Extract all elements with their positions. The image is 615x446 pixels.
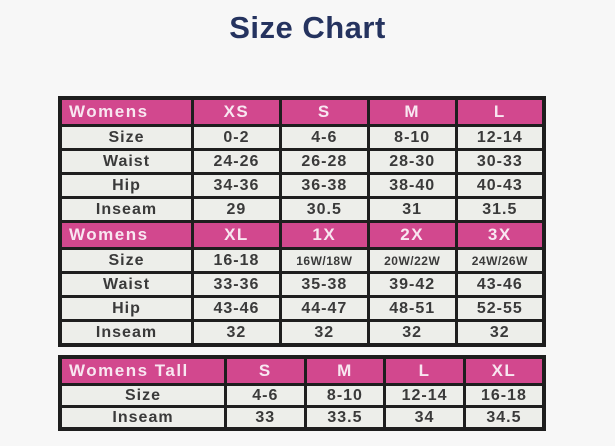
data-cell: 30.5 [278,196,370,223]
table-row: Size 4-6 8-10 12-14 16-18 [58,383,546,408]
header-cell: 2X [366,220,458,250]
header-cell: 3X [454,220,546,250]
data-cell: 16-18 [462,383,546,408]
table-row: Inseam 29 30.5 31 31.5 [58,196,546,223]
data-cell: 44-47 [278,295,370,322]
data-cell: 39-42 [366,271,458,298]
table-row: Size 0-2 4-6 8-10 12-14 [58,124,546,151]
data-cell: 0-2 [191,124,282,151]
data-cell: 26-28 [278,148,370,175]
row-label-cell: Inseam [58,319,194,347]
data-cell: 12-14 [454,124,546,151]
row-label-cell: Waist [58,271,194,298]
data-cell: 8-10 [366,124,458,151]
row-label-cell: Size [58,247,194,274]
table-row: Waist 24-26 26-28 28-30 30-33 [58,148,546,175]
data-cell: 32 [191,319,282,347]
data-cell: 38-40 [366,172,458,199]
data-cell: 24W/26W [454,247,546,274]
data-cell: 12-14 [383,383,466,408]
data-cell: 4-6 [278,124,370,151]
table-row: Waist 33-36 35-38 39-42 43-46 [58,271,546,298]
table-row: Hip 34-36 36-38 38-40 40-43 [58,172,546,199]
header-cell: M [303,355,387,386]
data-cell: 28-30 [366,148,458,175]
row-label-cell: Inseam [58,196,194,223]
data-cell: 16W/18W [278,247,370,274]
size-table-womens-tall: Womens Tall S M L XL Size 4-6 8-10 12-14 16-18 Ins… [58,355,546,431]
data-cell: 24-26 [191,148,282,175]
size-table-womens-regular: Womens XS S M L Size 0-2 4-6 8-10 12-14 Waist 24-26… [58,96,546,347]
page: Size Chart Womens XS S M L Size 0-2 4-6 8-10 12-1… [0,0,615,431]
header-cell: S [224,355,307,386]
size-chart-image: Womens XS S M L Size 0-2 4-6 8-10 12-14 Waist 24-26… [58,96,546,431]
data-cell: 20W/22W [366,247,458,274]
data-cell: 32 [454,319,546,347]
header-cell: L [383,355,466,386]
data-cell: 30-33 [454,148,546,175]
header-cell: Womens [58,220,194,250]
header-cell: XL [191,220,282,250]
row-label-cell: Size [58,124,194,151]
data-cell: 16-18 [191,247,282,274]
data-cell: 34.5 [462,405,546,431]
table-header-row: Womens XL 1X 2X 3X [58,220,546,250]
data-cell: 31 [366,196,458,223]
header-cell: 1X [278,220,370,250]
data-cell: 52-55 [454,295,546,322]
row-label-cell: Size [58,383,227,408]
header-cell: M [366,96,458,127]
data-cell: 43-46 [191,295,282,322]
data-cell: 33-36 [191,271,282,298]
data-cell: 36-38 [278,172,370,199]
header-cell: XL [462,355,546,386]
table-row: Size 16-18 16W/18W 20W/22W 24W/26W [58,247,546,274]
data-cell: 43-46 [454,271,546,298]
row-label-cell: Inseam [58,405,227,431]
header-cell: Womens Tall [58,355,227,386]
header-cell: S [278,96,370,127]
row-label-cell: Hip [58,172,194,199]
data-cell: 34-36 [191,172,282,199]
data-cell: 4-6 [224,383,307,408]
data-cell: 32 [278,319,370,347]
page-title: Size Chart [229,10,386,45]
data-cell: 31.5 [454,196,546,223]
table-row: Inseam 32 32 32 32 [58,319,546,347]
table-header-row: Womens Tall S M L XL [58,355,546,386]
row-label-cell: Hip [58,295,194,322]
header-cell: Womens [58,96,194,127]
row-label-cell: Waist [58,148,194,175]
table-header-row: Womens XS S M L [58,96,546,127]
data-cell: 35-38 [278,271,370,298]
data-cell: 48-51 [366,295,458,322]
header-cell: L [454,96,546,127]
data-cell: 40-43 [454,172,546,199]
data-cell: 33 [224,405,307,431]
data-cell: 8-10 [303,383,387,408]
data-cell: 34 [383,405,466,431]
data-cell: 33.5 [303,405,387,431]
table-row: Inseam 33 33.5 34 34.5 [58,405,546,431]
data-cell: 32 [366,319,458,347]
data-cell: 29 [191,196,282,223]
table-row: Hip 43-46 44-47 48-51 52-55 [58,295,546,322]
header-cell: XS [191,96,282,127]
